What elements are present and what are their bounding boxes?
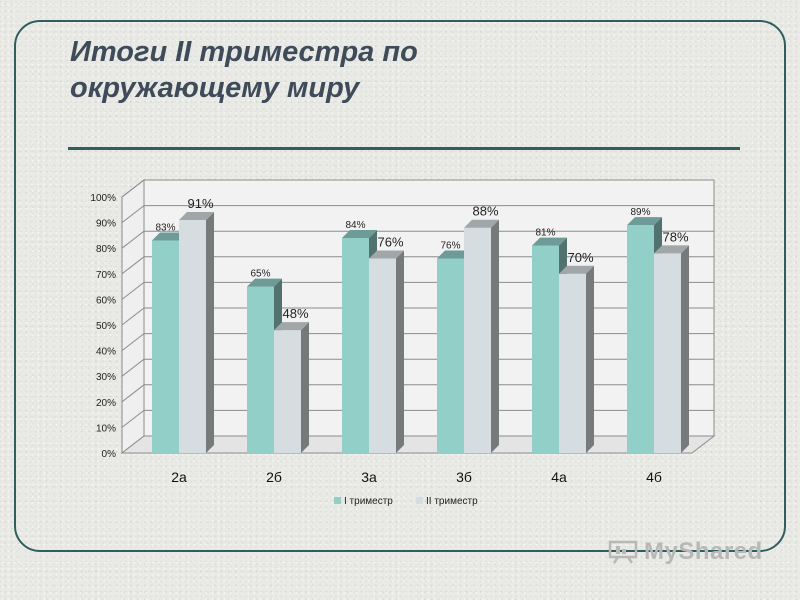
x-tick-label: 3б <box>456 469 472 485</box>
bar-front <box>464 227 491 453</box>
slide-frame <box>14 20 786 552</box>
x-tick-label: 2а <box>171 469 187 485</box>
gridline-side <box>121 333 145 351</box>
gridline-side <box>121 384 145 403</box>
gridline-side <box>121 358 145 377</box>
bar-side <box>586 265 594 453</box>
y-tick-label: 20% <box>96 398 116 409</box>
bar <box>274 322 309 453</box>
x-tick-label: 4а <box>551 469 567 485</box>
bar-value-label: 78% <box>662 229 688 244</box>
bar-front <box>437 258 464 453</box>
bar-top <box>464 219 499 228</box>
bar <box>464 219 499 453</box>
bar-value-label: 84% <box>345 220 365 231</box>
gridline-side <box>121 282 145 300</box>
bar-front <box>627 225 654 453</box>
bar-top <box>247 278 282 287</box>
bar-top <box>369 250 404 259</box>
bar-front <box>152 240 179 453</box>
bar-front <box>532 245 559 453</box>
legend-label: II триместр <box>426 496 478 507</box>
x-tick-label: 4б <box>646 469 662 485</box>
bar <box>179 212 214 453</box>
bar-value-label: 76% <box>377 234 403 249</box>
y-tick-label: 30% <box>96 372 116 383</box>
bar-value-label: 70% <box>567 250 593 265</box>
y-tick-label: 40% <box>96 347 116 358</box>
bar <box>369 250 404 453</box>
gridline-side <box>121 179 145 198</box>
bar-front <box>559 273 586 453</box>
bar-side <box>301 322 309 453</box>
y-tick-label: 70% <box>96 270 116 281</box>
presentation-board-icon <box>608 540 638 564</box>
bar-top <box>654 245 689 254</box>
bar-value-label: 89% <box>630 207 650 218</box>
y-tick-label: 90% <box>96 219 116 230</box>
bar-front <box>654 253 681 453</box>
bar-value-label: 76% <box>440 240 460 251</box>
bar-side <box>396 250 404 453</box>
bar-front <box>274 330 301 453</box>
bar-front <box>369 258 396 453</box>
title-divider <box>68 147 740 150</box>
slide-title: Итоги II триместра по окружающему миру <box>70 36 418 104</box>
y-tick-label: 50% <box>96 321 116 332</box>
bar-top <box>342 229 377 238</box>
gridline-side <box>121 205 145 223</box>
bar-value-label: 65% <box>250 269 270 280</box>
bar-top <box>532 237 567 246</box>
bar-top <box>274 322 309 331</box>
bar-value-label: 48% <box>282 306 308 321</box>
x-tick-label: 2б <box>266 469 282 485</box>
legend-swatch <box>334 497 341 504</box>
bar-front <box>342 237 369 453</box>
bar-value-label: 91% <box>187 196 213 211</box>
bar <box>654 245 689 453</box>
y-tick-label: 60% <box>96 295 116 306</box>
bar-value-label: 83% <box>155 223 175 234</box>
y-tick-label: 80% <box>96 244 116 255</box>
bar-top <box>152 232 187 241</box>
bar-value-label: 88% <box>472 204 498 219</box>
legend-label: I триместр <box>344 496 393 507</box>
bar-front <box>179 220 206 453</box>
y-tick-label: 0% <box>102 449 117 460</box>
gridline-side <box>121 307 145 326</box>
bar <box>559 265 594 453</box>
bar-top <box>437 250 472 259</box>
bar-top <box>559 265 594 274</box>
bar-side <box>681 245 689 453</box>
watermark-text: MyShared <box>644 538 763 565</box>
gridline-side <box>121 410 145 428</box>
bar-top <box>627 217 662 226</box>
bar-side <box>206 212 214 453</box>
y-tick-label: 100% <box>90 193 116 204</box>
y-tick-label: 10% <box>96 423 116 434</box>
bar-side <box>491 219 499 453</box>
legend-swatch <box>416 497 423 504</box>
bar-value-label: 81% <box>535 228 555 239</box>
bar-top <box>179 212 214 221</box>
watermark: MyShared <box>608 538 763 566</box>
bar-front <box>247 286 274 453</box>
gridline-side <box>121 256 145 275</box>
gridline-side <box>121 230 145 249</box>
x-tick-label: 3а <box>361 469 377 485</box>
